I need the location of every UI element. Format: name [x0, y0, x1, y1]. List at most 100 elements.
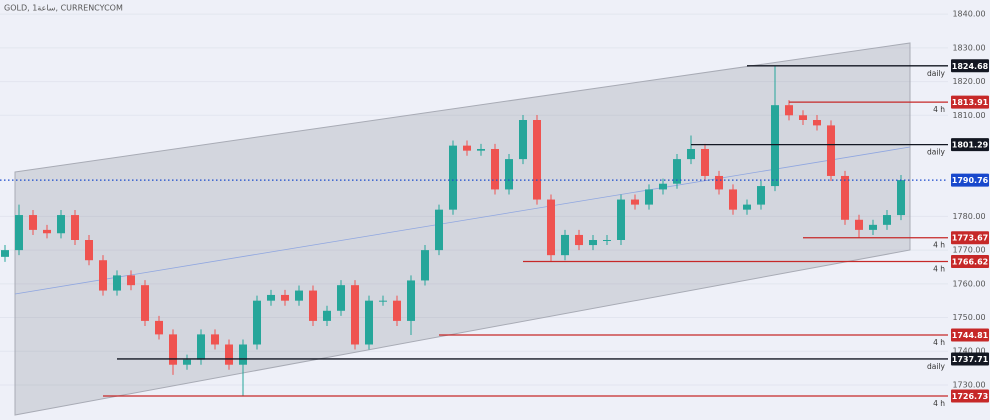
- candle-body: [393, 300, 401, 321]
- candle-body: [365, 300, 373, 345]
- level-note: 4 h: [933, 399, 945, 408]
- level-label-bg: [951, 328, 989, 342]
- level-label: 1737.71: [952, 355, 989, 364]
- y-tick-label: 1820.00: [952, 77, 985, 86]
- candle-body: [463, 145, 471, 151]
- y-tick-label: 1730.00: [952, 380, 985, 389]
- level-label-bg: [951, 95, 989, 109]
- level-note: daily: [927, 362, 946, 371]
- candle-body: [85, 240, 93, 261]
- channel: [14, 42, 911, 416]
- candle-body: [645, 189, 653, 205]
- candle-body: [491, 148, 499, 190]
- candle-body: [379, 300, 387, 302]
- candle-body: [337, 285, 345, 311]
- candle-body: [855, 219, 863, 230]
- candle-body: [43, 229, 51, 234]
- level-note: daily: [927, 69, 946, 78]
- level-label-bg: [951, 352, 989, 366]
- candle-body: [169, 334, 177, 365]
- candle-body: [743, 204, 751, 210]
- candle-body: [127, 275, 135, 286]
- candle-body: [617, 199, 625, 240]
- candle-body: [813, 120, 821, 126]
- level-label: 1790.76: [952, 176, 989, 185]
- candle-body: [729, 189, 737, 210]
- level-label: 1773.67: [952, 234, 988, 243]
- candle-body: [715, 175, 723, 190]
- level-label-bg: [951, 59, 989, 73]
- candle-body: [799, 115, 807, 120]
- level-note: 4 h: [933, 105, 945, 114]
- candle-body: [841, 175, 849, 220]
- candle-body: [519, 120, 527, 160]
- y-tick-label: 1840.00: [952, 10, 985, 19]
- candle-body: [421, 250, 429, 281]
- candle-body: [659, 183, 667, 190]
- y-tick-label: 1740.00: [952, 347, 985, 356]
- candle-body: [449, 145, 457, 210]
- candle-body: [771, 105, 779, 187]
- candle-body: [71, 215, 79, 240]
- candle-body: [281, 294, 289, 301]
- candle-body: [603, 240, 611, 241]
- candle-body: [673, 159, 681, 184]
- candle-body: [323, 310, 331, 321]
- level-label: 1824.68: [952, 62, 989, 71]
- y-tick-label: 1780.00: [952, 212, 985, 221]
- level-label-bg: [951, 389, 989, 403]
- level-label-bg: [951, 231, 989, 245]
- candle-body: [99, 260, 107, 291]
- candle-body: [561, 234, 569, 256]
- candle-body: [183, 359, 191, 365]
- candle-body: [351, 285, 359, 345]
- axis-labels: 1840.00 1830.00 1820.00 1810.00 1780.00 1770.…: [952, 10, 985, 390]
- candle-body: [785, 105, 793, 116]
- candle-body: [197, 334, 205, 360]
- candle-body: [757, 186, 765, 205]
- y-tick-label: 1810.00: [952, 111, 985, 120]
- candle-body: [883, 215, 891, 225]
- candle-body: [575, 234, 583, 246]
- candle-body: [141, 285, 149, 321]
- candle-body: [15, 215, 23, 251]
- candle-body: [155, 320, 163, 335]
- candle-body: [57, 215, 65, 234]
- candle-body: [1, 250, 9, 257]
- candle-body: [869, 224, 877, 230]
- candle-body: [309, 290, 317, 321]
- level-labels: 1824.68 daily 1813.91 4 h 1801.29 daily 1790.7…: [927, 59, 989, 408]
- grid: [0, 13, 948, 386]
- level-label: 1813.91: [952, 98, 989, 107]
- candle-body: [29, 215, 37, 230]
- candle-body: [505, 159, 513, 190]
- candle-body: [253, 300, 261, 345]
- y-tick-label: 1770.00: [952, 246, 985, 255]
- level-note: 4 h: [933, 338, 945, 347]
- level-label: 1766.62: [952, 258, 988, 267]
- candle-body: [477, 148, 485, 151]
- levels: [0, 65, 948, 397]
- candle-body: [239, 344, 247, 365]
- candle-body: [547, 199, 555, 256]
- candle-body: [211, 334, 219, 345]
- candle-body: [435, 209, 443, 251]
- level-label: 1801.29: [952, 141, 989, 150]
- level-label-bg: [951, 255, 989, 269]
- y-tick-label: 1830.00: [952, 43, 985, 52]
- level-label: 1744.81: [952, 331, 989, 340]
- level-label-bg: [951, 173, 989, 187]
- candles: [1, 65, 905, 396]
- level-note: daily: [927, 148, 946, 157]
- level-label: 1726.73: [952, 392, 988, 401]
- level-note: 4 h: [933, 265, 945, 274]
- candle-body: [701, 148, 709, 176]
- candle-body: [533, 120, 541, 200]
- y-tick-label: 1760.00: [952, 279, 985, 288]
- candle-body: [897, 180, 905, 216]
- candle-body: [589, 240, 597, 246]
- candle-body: [113, 275, 121, 291]
- y-tick-label: 1750.00: [952, 313, 985, 322]
